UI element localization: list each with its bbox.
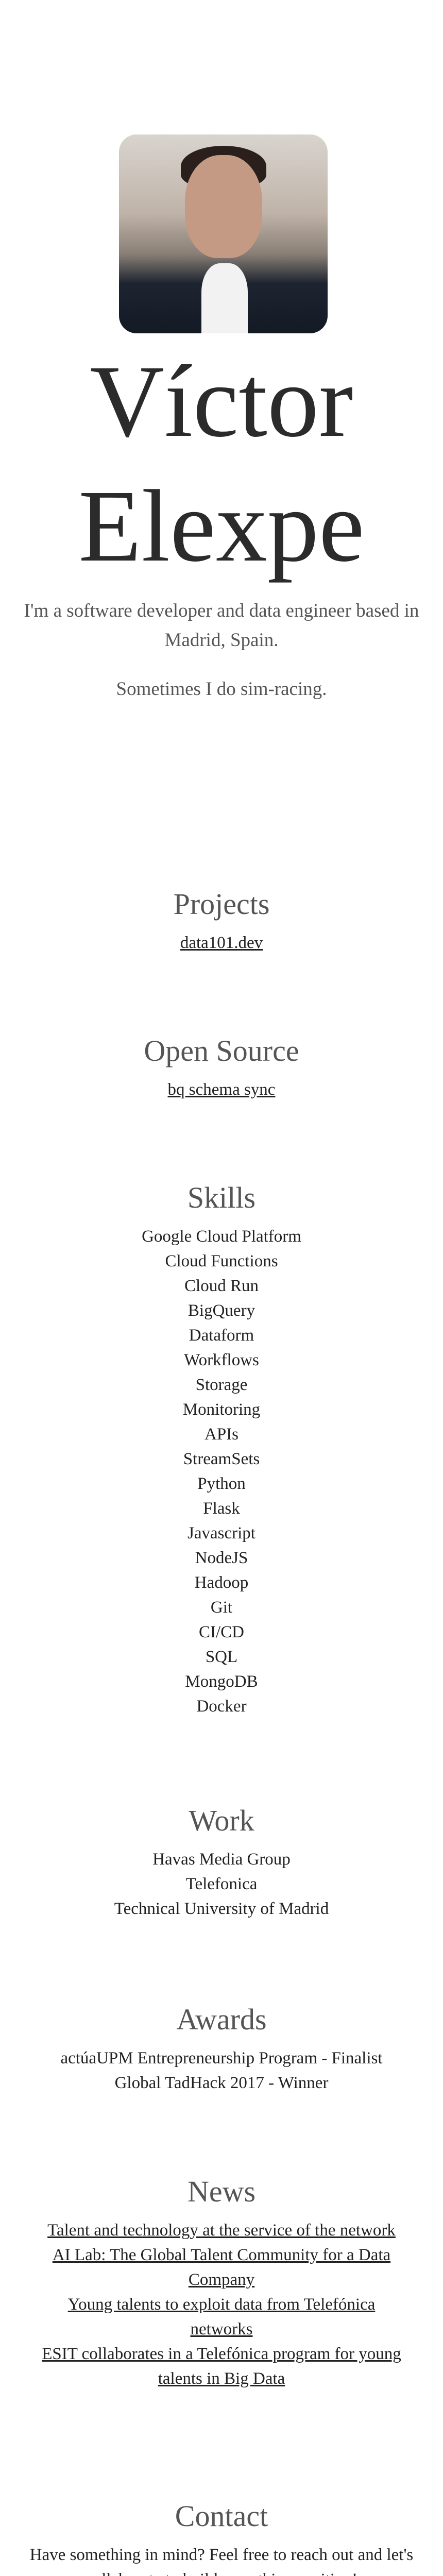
list-item: Global TadHack 2017 - Winner [114,2074,329,2092]
intro: I'm a software developer and data engine… [24,600,419,651]
section-title: Contact [175,2499,268,2533]
list-item: APIs [204,1425,239,1444]
list-item: Telefonica [185,1875,258,1893]
link[interactable]: AI Lab: The Global Talent Community for … [52,2246,391,2289]
section: Contact Have something in mind? Feel free… [0,2498,443,2576]
photo-detail [185,155,262,258]
section: Open Source bq schema sync [0,1033,443,1102]
hobby: Sometimes I do sim-racing. [116,679,327,700]
list-item: Python [197,1475,246,1493]
section-title: Skills [187,1181,256,1214]
section-title: Work [189,1804,254,1837]
list-item: MongoDB [185,1672,258,1691]
list-item: Cloud Run [184,1277,259,1295]
section-title: Awards [176,2003,267,2036]
list-item: Cloud Functions [165,1252,278,1270]
list-item: NodeJS [195,1549,248,1567]
list-item: Docker [196,1697,247,1716]
profile-photo [119,134,328,333]
list-item: Have something in mind? Feel free to rea… [29,2546,414,2576]
list-item: Flask [203,1499,240,1518]
list-item: Workflows [184,1351,259,1369]
link[interactable]: bq schema sync [167,1080,276,1099]
link[interactable]: Talent and technology at the service of … [47,2221,396,2240]
section: News Talent and technology at the service… [0,2174,443,2391]
list-item: StreamSets [183,1450,260,1468]
list-item: CI/CD [198,1623,244,1641]
list-item: Havas Media Group [152,1850,291,1869]
list-item: Javascript [188,1524,255,1543]
section-title: News [187,2175,256,2208]
name: Víctor Elexpe [78,345,365,583]
section: Awards actúaUPM Entrepreneurship Program … [0,2002,443,2095]
section: Work Havas Media Group Telefonica Technical… [0,1803,443,1921]
section-title: Projects [173,887,270,921]
list-item: BigQuery [188,1301,255,1320]
link[interactable]: ESIT collaborates in a Telefónica progra… [42,2345,401,2388]
section: Skills Google Cloud Platform Cloud Functio… [0,1180,443,1719]
photo-detail [201,263,248,333]
list-item: Storage [195,1376,248,1394]
list-item: Hadoop [194,1573,249,1592]
link[interactable]: Young talents to exploit data from Telef… [67,2295,376,2338]
list-item: Monitoring [182,1400,261,1419]
list-item: Google Cloud Platform [142,1227,301,1246]
list-item: Technical University of Madrid [114,1900,329,1918]
link[interactable]: data101.dev [180,934,263,952]
section: Projects data101.dev [0,886,443,955]
section-title: Open Source [144,1034,299,1067]
list-item: SQL [205,1648,238,1666]
list-item: Dataform [189,1326,254,1345]
list-item: Git [210,1598,233,1617]
list-item: actúaUPM Entrepreneurship Program - Fina… [60,2049,383,2067]
